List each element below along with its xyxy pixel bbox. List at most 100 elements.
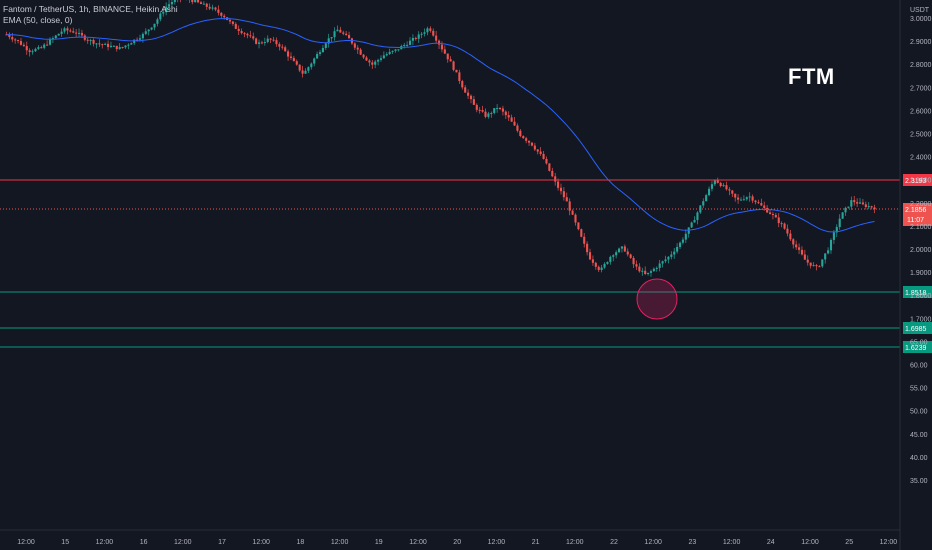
candle-body	[243, 33, 246, 35]
candle-body	[574, 214, 577, 223]
candle-body	[827, 250, 830, 254]
low-highlight-circle	[636, 278, 678, 320]
candle-body	[417, 34, 420, 39]
candle-body	[731, 190, 734, 194]
candle-body	[612, 255, 615, 257]
level-label: 1.8518	[905, 290, 927, 297]
price-tick-label: 3.0000	[910, 16, 932, 23]
candle-body	[359, 49, 362, 55]
candle-body	[699, 205, 702, 213]
candle-body	[295, 61, 298, 65]
candle-body	[713, 180, 716, 185]
price-tick-label: 2.9000	[910, 39, 932, 46]
candle-body	[835, 227, 838, 233]
candle-body	[17, 40, 20, 42]
candle-body	[530, 142, 534, 146]
candle-body	[591, 259, 594, 263]
candle-body	[316, 53, 319, 59]
candle-body	[249, 35, 252, 37]
currency-label: USDT	[910, 7, 930, 14]
candle-body	[580, 229, 583, 237]
candle-body	[766, 207, 769, 213]
candle-body	[25, 46, 28, 51]
price-tick-label: 2.5000	[910, 132, 932, 139]
candle-body	[710, 184, 714, 189]
candle-body	[684, 233, 687, 240]
candle-body	[664, 259, 667, 262]
candle-body	[292, 57, 295, 62]
candle-body	[856, 202, 859, 204]
candle-body	[109, 45, 113, 48]
candle-body	[623, 246, 626, 252]
candle-body	[379, 58, 383, 60]
candle-body	[92, 39, 95, 44]
candle-body	[197, 0, 200, 3]
candle-body	[104, 43, 107, 45]
candle-body	[861, 202, 864, 205]
candle-body	[287, 51, 290, 57]
price-tick-label: 1.8000	[910, 293, 932, 300]
candle-body	[420, 33, 423, 35]
price-tick-label: 60.00	[910, 363, 928, 370]
candle-body	[11, 37, 14, 40]
candle-body	[275, 40, 278, 45]
candle-body	[34, 48, 37, 52]
candle-body	[194, 0, 197, 3]
candle-body	[763, 205, 766, 208]
candle-body	[124, 45, 127, 48]
candle-body	[618, 248, 621, 253]
candle-body	[516, 125, 519, 131]
candle-body	[260, 42, 263, 44]
candle-body	[31, 51, 34, 53]
candle-body	[484, 111, 487, 117]
candle-body	[806, 259, 809, 263]
candle-body	[513, 121, 516, 126]
candle-body	[673, 251, 676, 255]
candle-body	[107, 43, 110, 48]
candle-body	[676, 246, 679, 252]
price-tick-label: 2.3000	[910, 178, 932, 185]
candle-body	[80, 32, 83, 36]
candle-body	[647, 272, 650, 275]
candle-body	[167, 4, 171, 7]
candle-body	[870, 206, 873, 208]
symbol-title: FTM	[788, 64, 835, 89]
time-tick-label: 12:00	[174, 539, 192, 546]
candle-body	[272, 39, 275, 41]
time-tick-label: 17	[218, 539, 226, 546]
candle-body	[54, 35, 57, 39]
level-label: 1.6985	[905, 326, 927, 333]
candle-body	[40, 47, 43, 49]
candle-body	[101, 44, 104, 46]
candle-body	[798, 247, 801, 250]
candle-body	[577, 222, 580, 230]
candle-body	[745, 197, 748, 200]
candle-body	[435, 35, 438, 41]
candle-body	[14, 39, 17, 41]
candle-body	[594, 262, 597, 267]
candle-body	[568, 201, 571, 211]
price-tick-label: 35.00	[910, 478, 928, 485]
candle-body	[382, 55, 385, 59]
time-axis: 12:00 15 12:00 16 12:00 17 12:00 18 12:00 19 12:00…	[17, 539, 897, 546]
time-tick-label: 15	[61, 539, 69, 546]
candle-body	[147, 29, 150, 32]
candle-body	[141, 33, 144, 39]
candle-body	[469, 95, 473, 100]
price-tick-label: 2.8000	[910, 62, 932, 69]
candle-body	[310, 63, 313, 68]
level-label-bg	[903, 322, 932, 334]
candle-body	[551, 170, 554, 177]
time-tick-label: 12:00	[723, 539, 741, 546]
candle-body	[557, 181, 560, 188]
candle-body	[28, 50, 31, 53]
candle-body	[153, 23, 156, 28]
level-label-bg	[903, 174, 932, 186]
candle-body	[722, 185, 725, 187]
candle-body	[443, 49, 446, 54]
candle-body	[501, 108, 504, 112]
price-tick-label: 1.9000	[910, 270, 932, 277]
candle-body	[815, 265, 818, 267]
candle-body	[696, 212, 699, 220]
